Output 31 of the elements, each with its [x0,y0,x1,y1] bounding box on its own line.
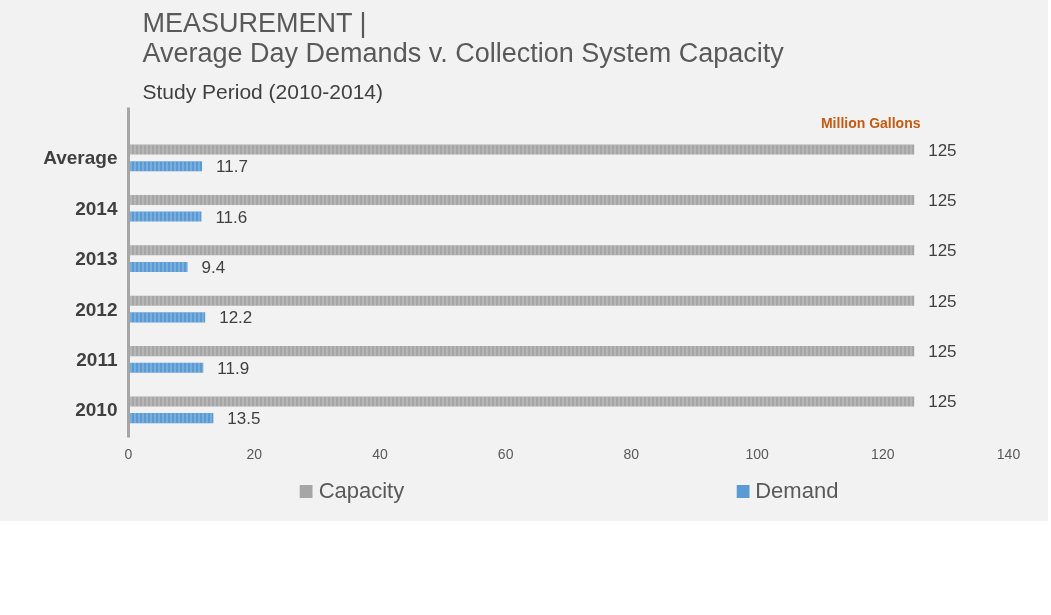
data-label: 9.4 [201,257,226,277]
data-label: 11.9 [217,358,250,378]
legend-label: Capacity [318,478,405,504]
x-tick-label: 60 [497,445,514,462]
data-label: 12.2 [219,308,253,328]
y-tick-label: 2013 [75,248,118,270]
x-tick-label: 40 [372,445,388,462]
annotation: Million Gallons [820,114,921,131]
data-label: 125 [928,291,957,311]
legend-label: Demand [755,478,839,504]
data-label: 125 [928,392,957,412]
data-label: 125 [928,190,957,210]
x-tick-label: 100 [745,445,769,462]
y-tick-label: 2014 [75,197,118,219]
chart-subtitle: Study Period (2010-2014) [142,79,383,103]
x-tick-label: 80 [623,445,640,462]
data-label: 11.6 [215,207,248,227]
chart-title: MEASUREMENT | Average Day Demands v. Collection System Capacity [142,7,785,68]
data-label: 125 [928,140,957,160]
x-tick-label: 0 [124,445,133,462]
y-tick-label: 2010 [75,399,118,421]
data-label: 125 [928,241,957,261]
y-tick-label: 2011 [76,348,118,370]
x-tick-label: 20 [246,445,263,462]
y-tick-label: 2012 [75,298,118,320]
data-label: 11.7 [216,157,248,177]
data-label: 13.5 [227,409,261,429]
y-tick-label: Average [43,147,118,169]
data-label: 125 [928,342,957,362]
x-tick-label: 140 [996,445,1021,462]
x-tick-label: 120 [871,445,895,462]
